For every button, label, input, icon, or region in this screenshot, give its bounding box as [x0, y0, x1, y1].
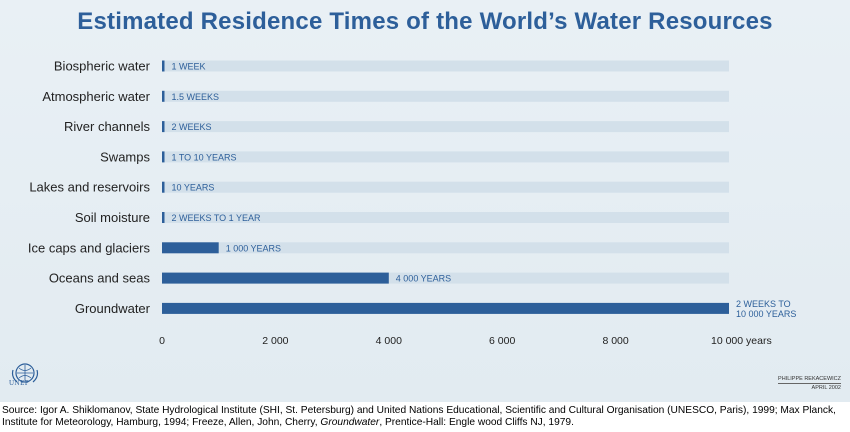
bar	[162, 90, 165, 102]
row-band	[162, 242, 729, 254]
row-band	[162, 121, 729, 133]
source-note: Source: Igor A. Shiklomanov, State Hydro…	[2, 405, 848, 429]
data-label: 2 WEEKS	[172, 122, 212, 132]
x-tick-label: 6 000	[489, 335, 515, 347]
category-label: Swamps	[100, 149, 150, 164]
category-label: Groundwater	[75, 301, 151, 316]
data-label: 1 000 YEARS	[226, 243, 281, 253]
x-tick-label: 0	[159, 335, 165, 347]
bar-chart: Biospheric water 1 WEEK Atmospheric water 1…	[28, 59, 797, 348]
unep-logo-text: UNEP	[9, 379, 30, 387]
bar	[162, 212, 165, 223]
category-label: Atmospheric water	[42, 89, 150, 104]
data-label: 1 TO 10 YEARS	[172, 152, 237, 162]
bar	[162, 60, 165, 72]
map-credit: PHILIPPE REKACEWICZ APRIL 2002	[778, 375, 841, 392]
row-band	[162, 181, 729, 193]
data-label: 1 WEEK	[172, 62, 206, 72]
row-band	[162, 90, 729, 102]
category-label: Oceans and seas	[49, 271, 151, 286]
x-tick-label: 2 000	[262, 335, 288, 347]
chart-title: Estimated Residence Times of the World’s…	[77, 8, 773, 35]
row-band	[162, 272, 729, 284]
bar	[162, 151, 165, 163]
category-label: River channels	[64, 119, 150, 134]
source-text-1: Source: Igor A. Shiklomanov, State Hydro…	[2, 405, 836, 428]
source-italic: Groundwater	[320, 417, 380, 428]
data-label: 4 000 YEARS	[396, 274, 451, 284]
x-tick-label: 10 000 years	[711, 335, 772, 347]
data-label: 2 WEEKS TO	[736, 299, 791, 309]
category-label: Ice caps and glaciers	[28, 240, 151, 255]
category-label: Biospheric water	[54, 59, 151, 74]
credit-date: APRIL 2002	[811, 385, 841, 391]
row-band	[162, 212, 729, 223]
bar	[162, 181, 165, 193]
category-label: Soil moisture	[75, 210, 150, 225]
category-label: Lakes and reservoirs	[29, 180, 150, 195]
row-band	[162, 151, 729, 163]
x-tick-label: 4 000	[376, 335, 402, 347]
bar	[162, 121, 165, 133]
data-label: 2 WEEKS TO 1 YEAR	[172, 213, 262, 223]
x-tick-label: 8 000	[602, 335, 628, 347]
bar	[162, 272, 389, 284]
data-label: 1.5 WEEKS	[172, 92, 220, 102]
credit-name: PHILIPPE REKACEWICZ	[778, 376, 841, 384]
data-label: 10 000 YEARS	[736, 309, 796, 319]
unep-logo-icon	[11, 363, 39, 383]
source-text-2: , Prentice-Hall: Engle wood Cliffs NJ, 1…	[379, 417, 574, 428]
bar	[162, 242, 219, 254]
row-band	[162, 60, 729, 72]
data-label: 10 YEARS	[172, 183, 215, 193]
bar	[162, 302, 729, 314]
